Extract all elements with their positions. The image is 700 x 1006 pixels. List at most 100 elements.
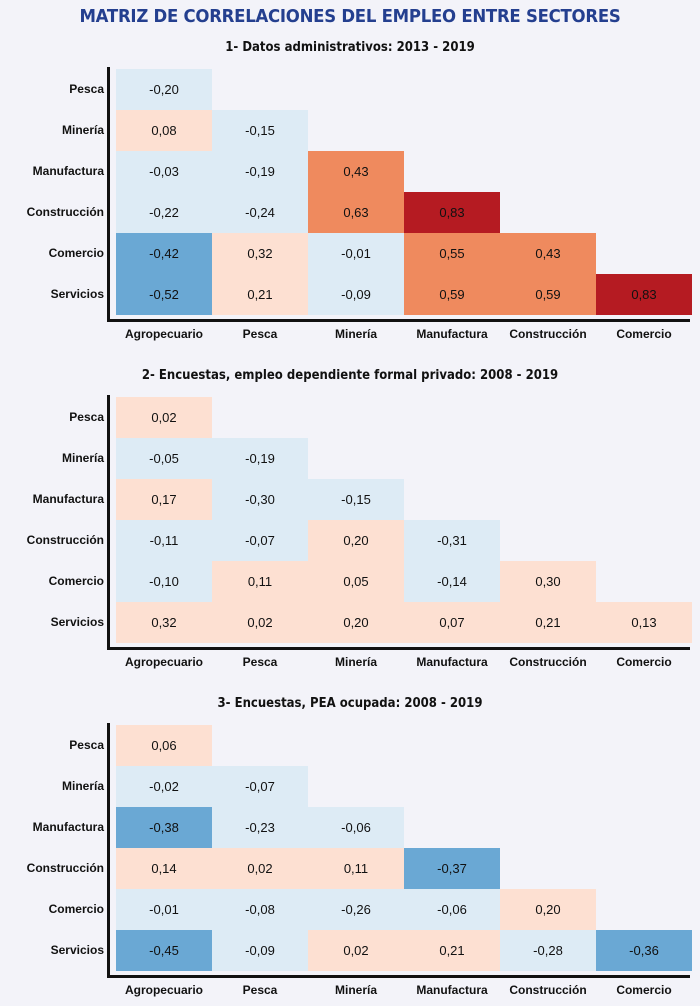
heatmap-cell: -0,01 [116,889,212,930]
heatmap-cell: 0,02 [212,602,308,643]
row-label: Servicios [50,943,104,957]
heatmap-cell: -0,45 [116,930,212,971]
column-label: Comercio [616,655,672,669]
column-label: Minería [334,327,377,341]
heatmap-cell: -0,14 [404,561,500,602]
row-label: Construcción [26,205,104,219]
heatmap-cell: 0,17 [116,479,212,520]
heatmap-cell: -0,01 [308,233,404,274]
heatmap-cell: -0,19 [212,151,308,192]
heatmap-cell: -0,31 [404,520,500,561]
column-label: Pesca [242,655,278,669]
heatmap-cell: -0,38 [116,807,212,848]
heatmap-cell: -0,42 [116,233,212,274]
heatmap-cell: 0,08 [116,110,212,151]
heatmap-cell: 0,14 [116,848,212,889]
heatmap-panel-2: 2- Encuestas, empleo dependiente formal … [0,368,700,678]
row-label: Minería [61,451,104,465]
row-label: Manufactura [32,820,104,834]
heatmap-cell: 0,11 [212,561,308,602]
heatmap-cell: -0,03 [116,151,212,192]
panel-title: 2- Encuestas, empleo dependiente formal … [141,368,559,383]
heatmap-cell: -0,06 [404,889,500,930]
column-label: Pesca [242,983,278,997]
row-label: Minería [61,123,104,137]
column-label: Comercio [616,983,672,997]
heatmap-cell: 0,13 [596,602,692,643]
row-label: Construcción [26,533,104,547]
heatmap-cell: 0,20 [500,889,596,930]
heatmap-cell: 0,21 [404,930,500,971]
heatmap-cell: -0,24 [212,192,308,233]
y-axis-line [107,395,110,649]
heatmap-panel-3: 3- Encuestas, PEA ocupada: 2008 - 2019 Pe… [0,696,700,1006]
heatmap-cell: 0,20 [308,602,404,643]
x-axis-line [107,647,690,650]
heatmap-cell: -0,30 [212,479,308,520]
heatmap-cell: -0,09 [308,274,404,315]
heatmap-cell: 0,83 [404,192,500,233]
x-axis-line [107,319,690,322]
row-label: Pesca [69,410,104,424]
heatmap-cell: 0,32 [116,602,212,643]
heatmap-cell: 0,83 [596,274,692,315]
heatmap-cell: -0,10 [116,561,212,602]
heatmap-cell: 0,07 [404,602,500,643]
heatmap-cell: -0,15 [308,479,404,520]
column-label: Construcción [509,983,587,997]
row-label: Manufactura [32,164,104,178]
heatmap-cell: 0,59 [404,274,500,315]
heatmap-cell: -0,22 [116,192,212,233]
row-label: Comercio [48,902,104,916]
column-label: Construcción [509,327,587,341]
heatmap-cell: -0,08 [212,889,308,930]
row-label: Pesca [69,738,104,752]
column-label: Agropecuario [124,983,203,997]
column-label: Construcción [509,655,587,669]
heatmap-cell: 0,30 [500,561,596,602]
heatmap-cell: -0,07 [212,766,308,807]
heatmap-cell: -0,06 [308,807,404,848]
column-label: Agropecuario [124,655,203,669]
column-label: Manufactura [416,983,488,997]
heatmap-cell: -0,02 [116,766,212,807]
heatmap-cell: 0,02 [212,848,308,889]
row-label: Pesca [69,82,104,96]
column-label: Pesca [242,327,278,341]
heatmap-cell: -0,09 [212,930,308,971]
row-label: Construcción [26,861,104,875]
heatmap-cell: 0,63 [308,192,404,233]
heatmap-cell: -0,23 [212,807,308,848]
heatmap-cell: -0,19 [212,438,308,479]
panel-title: 3- Encuestas, PEA ocupada: 2008 - 2019 [217,696,483,711]
heatmap-cell: -0,26 [308,889,404,930]
heatmap-cell: -0,05 [116,438,212,479]
heatmap-cell: -0,11 [116,520,212,561]
heatmap-cell: 0,20 [308,520,404,561]
column-label: Manufactura [416,327,488,341]
heatmap-cell: 0,06 [116,725,212,766]
x-axis-line [107,975,690,978]
heatmap-panel-1: 1- Datos administrativos: 2013 - 2019 Pes… [0,40,700,350]
heatmap-cell: 0,55 [404,233,500,274]
column-label: Manufactura [416,655,488,669]
column-label: Minería [334,983,377,997]
heatmap-cell: 0,02 [308,930,404,971]
column-label: Agropecuario [124,327,203,341]
heatmap-cell: -0,28 [500,930,596,971]
column-label: Minería [334,655,377,669]
heatmap-cell: 0,43 [308,151,404,192]
row-label: Comercio [48,574,104,588]
heatmap-cell: 0,21 [500,602,596,643]
heatmap-cell: 0,21 [212,274,308,315]
row-label: Comercio [48,246,104,260]
heatmap-cell: -0,37 [404,848,500,889]
heatmap-cell: 0,05 [308,561,404,602]
heatmap-cell: 0,43 [500,233,596,274]
heatmap-cell: -0,15 [212,110,308,151]
heatmap-cell: -0,36 [596,930,692,971]
heatmap-cell: 0,32 [212,233,308,274]
heatmap-cell: 0,59 [500,274,596,315]
heatmap-cell: 0,11 [308,848,404,889]
column-label: Comercio [616,327,672,341]
